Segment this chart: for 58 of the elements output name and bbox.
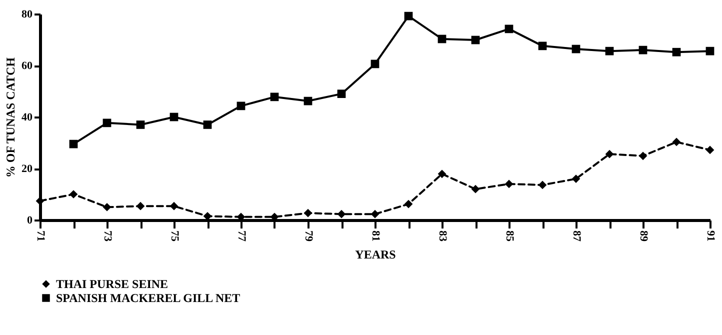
point (638, 46, 648, 54)
x-tick-label: 81 (370, 230, 382, 242)
y-tick-label: 0 (27, 214, 33, 226)
x-tick-label: 77 (236, 230, 248, 242)
point (605, 150, 614, 158)
point (203, 120, 212, 129)
y-tick-label: 20 (22, 163, 33, 175)
point (36, 196, 44, 206)
point (236, 102, 246, 110)
point (438, 170, 446, 178)
point (706, 46, 714, 56)
legend-label: SPANISH MACKEREL GILL NET (56, 291, 240, 305)
x-axis-title: YEARS (355, 248, 396, 262)
point (471, 184, 480, 194)
x-tick-label: 71 (34, 230, 46, 242)
point (370, 60, 380, 68)
point (404, 12, 413, 20)
point (170, 112, 178, 122)
x-tick-label: 91 (704, 230, 716, 242)
point (672, 48, 681, 56)
y-tick-label: 80 (22, 8, 33, 20)
point (337, 90, 346, 98)
point (69, 190, 78, 198)
x-tick-label: 83 (436, 230, 448, 242)
point (438, 34, 446, 44)
point (370, 210, 380, 218)
point (572, 174, 580, 183)
x-tick-label: 89 (638, 230, 650, 242)
point (102, 118, 112, 128)
x-tick-label: 79 (302, 230, 314, 242)
x-tick-label: 87 (570, 230, 582, 242)
point (538, 42, 547, 50)
legend-label: THAI PURSE SEINE (56, 277, 168, 291)
point (504, 24, 514, 34)
point (337, 210, 346, 218)
x-tick-label: 73 (102, 230, 114, 242)
point (136, 120, 145, 129)
point (504, 180, 514, 188)
point (638, 152, 648, 160)
x-tick-label: 85 (504, 230, 516, 242)
y-axis-title: % OF TUNAS CATCH (4, 56, 18, 178)
point (605, 46, 614, 56)
point (572, 44, 580, 54)
point (304, 208, 312, 218)
y-tick-label: 40 (22, 112, 33, 124)
point (471, 36, 480, 44)
x-tick-label: 75 (168, 230, 180, 242)
point (69, 140, 78, 148)
point (170, 202, 178, 210)
point (270, 92, 279, 102)
point (404, 200, 413, 208)
point (102, 202, 112, 212)
point (672, 138, 681, 146)
point (304, 96, 312, 106)
y-tick-label: 60 (22, 60, 33, 72)
point (538, 180, 547, 190)
point (136, 202, 145, 210)
point (706, 146, 714, 154)
